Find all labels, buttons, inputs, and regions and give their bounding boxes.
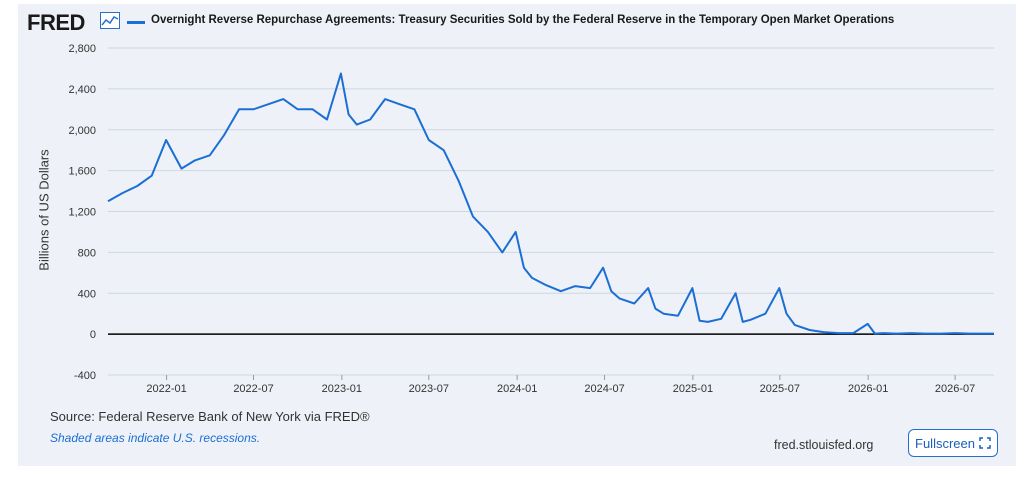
x-tick-label: 2023-07: [409, 383, 449, 395]
x-tick-label: 2022-01: [146, 383, 186, 395]
y-tick-label: -400: [74, 370, 96, 382]
expand-icon: [979, 437, 991, 449]
y-tick-label: 1,600: [68, 166, 96, 178]
source-text: Source: Federal Reserve Bank of New York…: [50, 409, 370, 424]
y-axis-label: Billions of US Dollars: [36, 149, 52, 271]
x-axis: 2022-01 2022-07 2023-01 2023-07 2024-01 2024-…: [146, 375, 975, 395]
y-tick-label: 0: [90, 329, 96, 341]
y-axis: 2,800 2,400 2,000 1,600 1,200 800 400 0 -400: [68, 43, 96, 382]
fred-logo[interactable]: FRED: [27, 10, 85, 35]
fullscreen-label: Fullscreen: [915, 435, 975, 451]
x-tick-label: 2022-07: [233, 383, 273, 395]
series-line: [107, 72, 994, 335]
line-chart-icon: [100, 12, 120, 29]
x-tick-label: 2024-07: [584, 383, 624, 395]
y-tick-label: 1,200: [68, 207, 96, 219]
series-title[interactable]: Overnight Reverse Repurchase Agreements:…: [151, 14, 895, 26]
y-tick-label: 2,400: [68, 84, 96, 96]
fullscreen-button[interactable]: Fullscreen: [908, 429, 998, 457]
y-tick-label: 2,000: [68, 125, 96, 137]
x-tick-label: 2024-01: [497, 383, 537, 395]
site-url[interactable]: fred.stlouisfed.org: [774, 438, 874, 452]
x-tick-label: 2026-01: [848, 383, 888, 395]
x-tick-label: 2023-01: [322, 383, 362, 395]
recession-note[interactable]: Shaded areas indicate U.S. recessions.: [50, 431, 261, 445]
grid: [108, 47, 994, 376]
x-tick-label: 2025-01: [673, 383, 713, 395]
y-tick-label: 400: [78, 288, 96, 300]
legend-swatch: [127, 21, 145, 24]
y-tick-label: 2,800: [68, 43, 96, 55]
x-tick-label: 2026-07: [935, 383, 975, 395]
x-tick-label: 2025-07: [760, 383, 800, 395]
y-tick-label: 800: [78, 247, 96, 259]
